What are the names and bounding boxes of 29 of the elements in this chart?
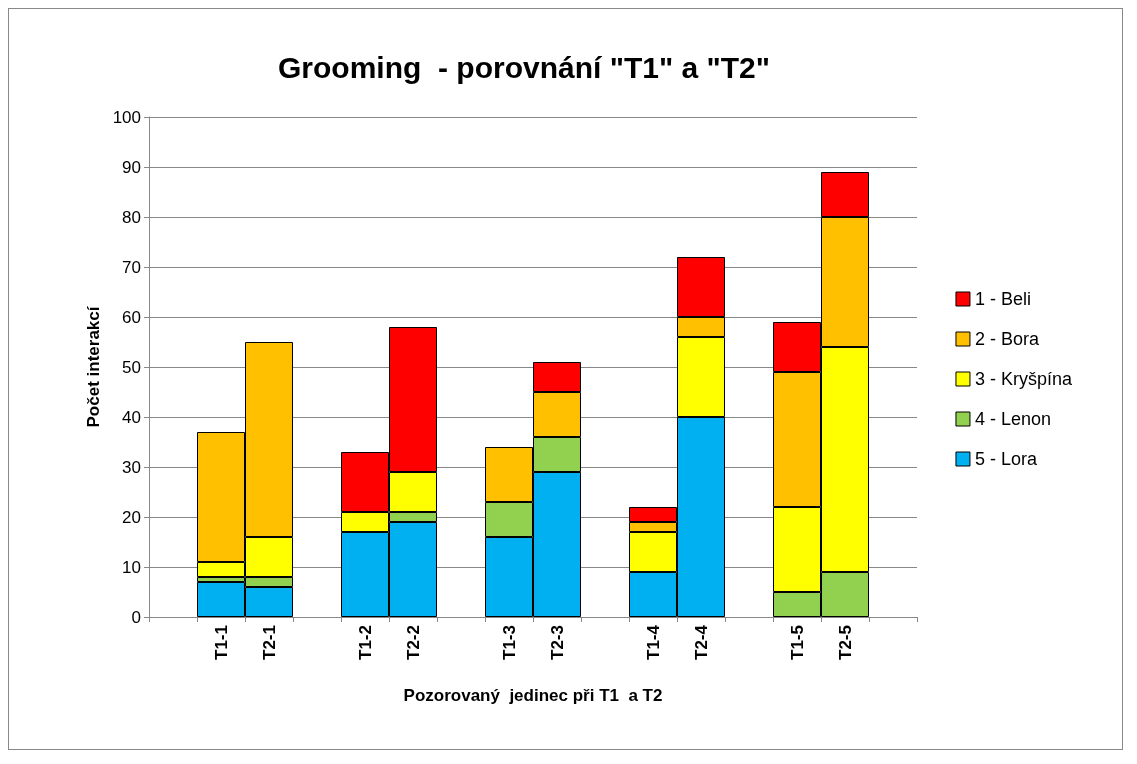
x-tick-label: T2-3 xyxy=(547,625,567,660)
x-tick-label: T1-5 xyxy=(787,625,807,660)
y-tick-label: 60 xyxy=(122,307,141,327)
x-axis-title: Pozorovaný jedinec při T1 a T2 xyxy=(403,686,663,705)
legend-label: 5 - Lora xyxy=(974,449,1038,469)
x-tick-label: T2-4 xyxy=(691,624,711,660)
legend-label: 4 - Lenon xyxy=(974,409,1052,429)
x-tick-label: T2-1 xyxy=(259,625,279,660)
y-tick-label: 90 xyxy=(122,157,141,177)
x-tick-label: T2-5 xyxy=(835,625,855,660)
y-tick-label: 20 xyxy=(122,507,141,527)
y-tick-label: 30 xyxy=(122,457,141,477)
x-tick-label: T1-3 xyxy=(499,625,519,660)
x-tick-label: T1-1 xyxy=(211,625,231,660)
legend-label: 3 - Kryšpína xyxy=(974,369,1073,389)
x-tick-label: T1-2 xyxy=(355,625,375,660)
y-tick-label: 80 xyxy=(122,207,141,227)
y-tick-label: 100 xyxy=(112,107,141,127)
y-tick-label: 70 xyxy=(122,257,141,277)
y-tick-label: 0 xyxy=(131,607,141,627)
x-tick-label: T1-4 xyxy=(643,624,663,660)
chart-title: Grooming - porovnání "T1" a "T2" xyxy=(278,50,770,84)
y-tick-label: 10 xyxy=(122,557,141,577)
legend-label: 1 - Beli xyxy=(974,289,1031,309)
y-axis-title: Počet interakcí xyxy=(83,305,103,428)
legend-label: 2 - Bora xyxy=(974,329,1040,349)
x-tick-label: T2-2 xyxy=(403,625,423,660)
y-tick-label: 50 xyxy=(122,357,141,377)
y-tick-label: 40 xyxy=(122,407,141,427)
